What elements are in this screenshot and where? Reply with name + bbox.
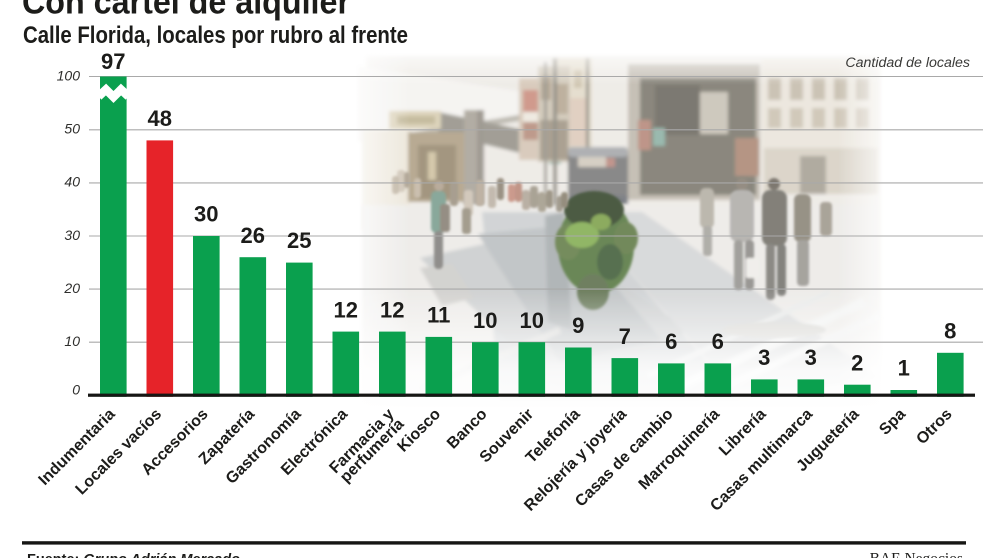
svg-text:25: 25 [287,228,311,253]
svg-text:50: 50 [64,121,80,137]
svg-text:8: 8 [944,319,956,344]
svg-text:100: 100 [57,67,81,83]
svg-text:10: 10 [520,308,544,333]
svg-text:30: 30 [64,227,80,243]
svg-text:3: 3 [758,345,770,370]
svg-text:2: 2 [851,350,863,375]
svg-text:Calle Florida, locales por rub: Calle Florida, locales por rubro al fren… [23,22,408,49]
svg-text:30: 30 [194,202,218,227]
svg-text:40: 40 [64,174,80,190]
svg-text:12: 12 [334,297,358,322]
svg-text:6: 6 [712,329,724,354]
svg-text:Con cartel de alquiler: Con cartel de alquiler [22,0,350,22]
svg-text:20: 20 [63,280,80,296]
svg-text:12: 12 [380,297,404,322]
svg-text:3: 3 [805,345,817,370]
svg-text:48: 48 [148,106,172,131]
svg-text:26: 26 [241,223,265,248]
svg-text:0: 0 [72,382,80,398]
svg-text:10: 10 [473,308,497,333]
svg-text:Cantidad de locales: Cantidad de locales [845,55,970,71]
svg-text:Locales vacíos: Locales vacíos [73,406,166,499]
svg-text:97: 97 [101,49,125,74]
svg-text:9: 9 [572,313,584,338]
svg-text:1: 1 [898,356,910,381]
svg-text:11: 11 [427,303,450,328]
svg-text:BAE Negocios: BAE Negocios [870,551,963,558]
svg-text:6: 6 [665,329,677,354]
svg-text:10: 10 [64,333,80,349]
svg-text:Fuente: Grupo Adrián Mercado: Fuente: Grupo Adrián Mercado [27,552,240,558]
svg-text:7: 7 [619,324,631,349]
